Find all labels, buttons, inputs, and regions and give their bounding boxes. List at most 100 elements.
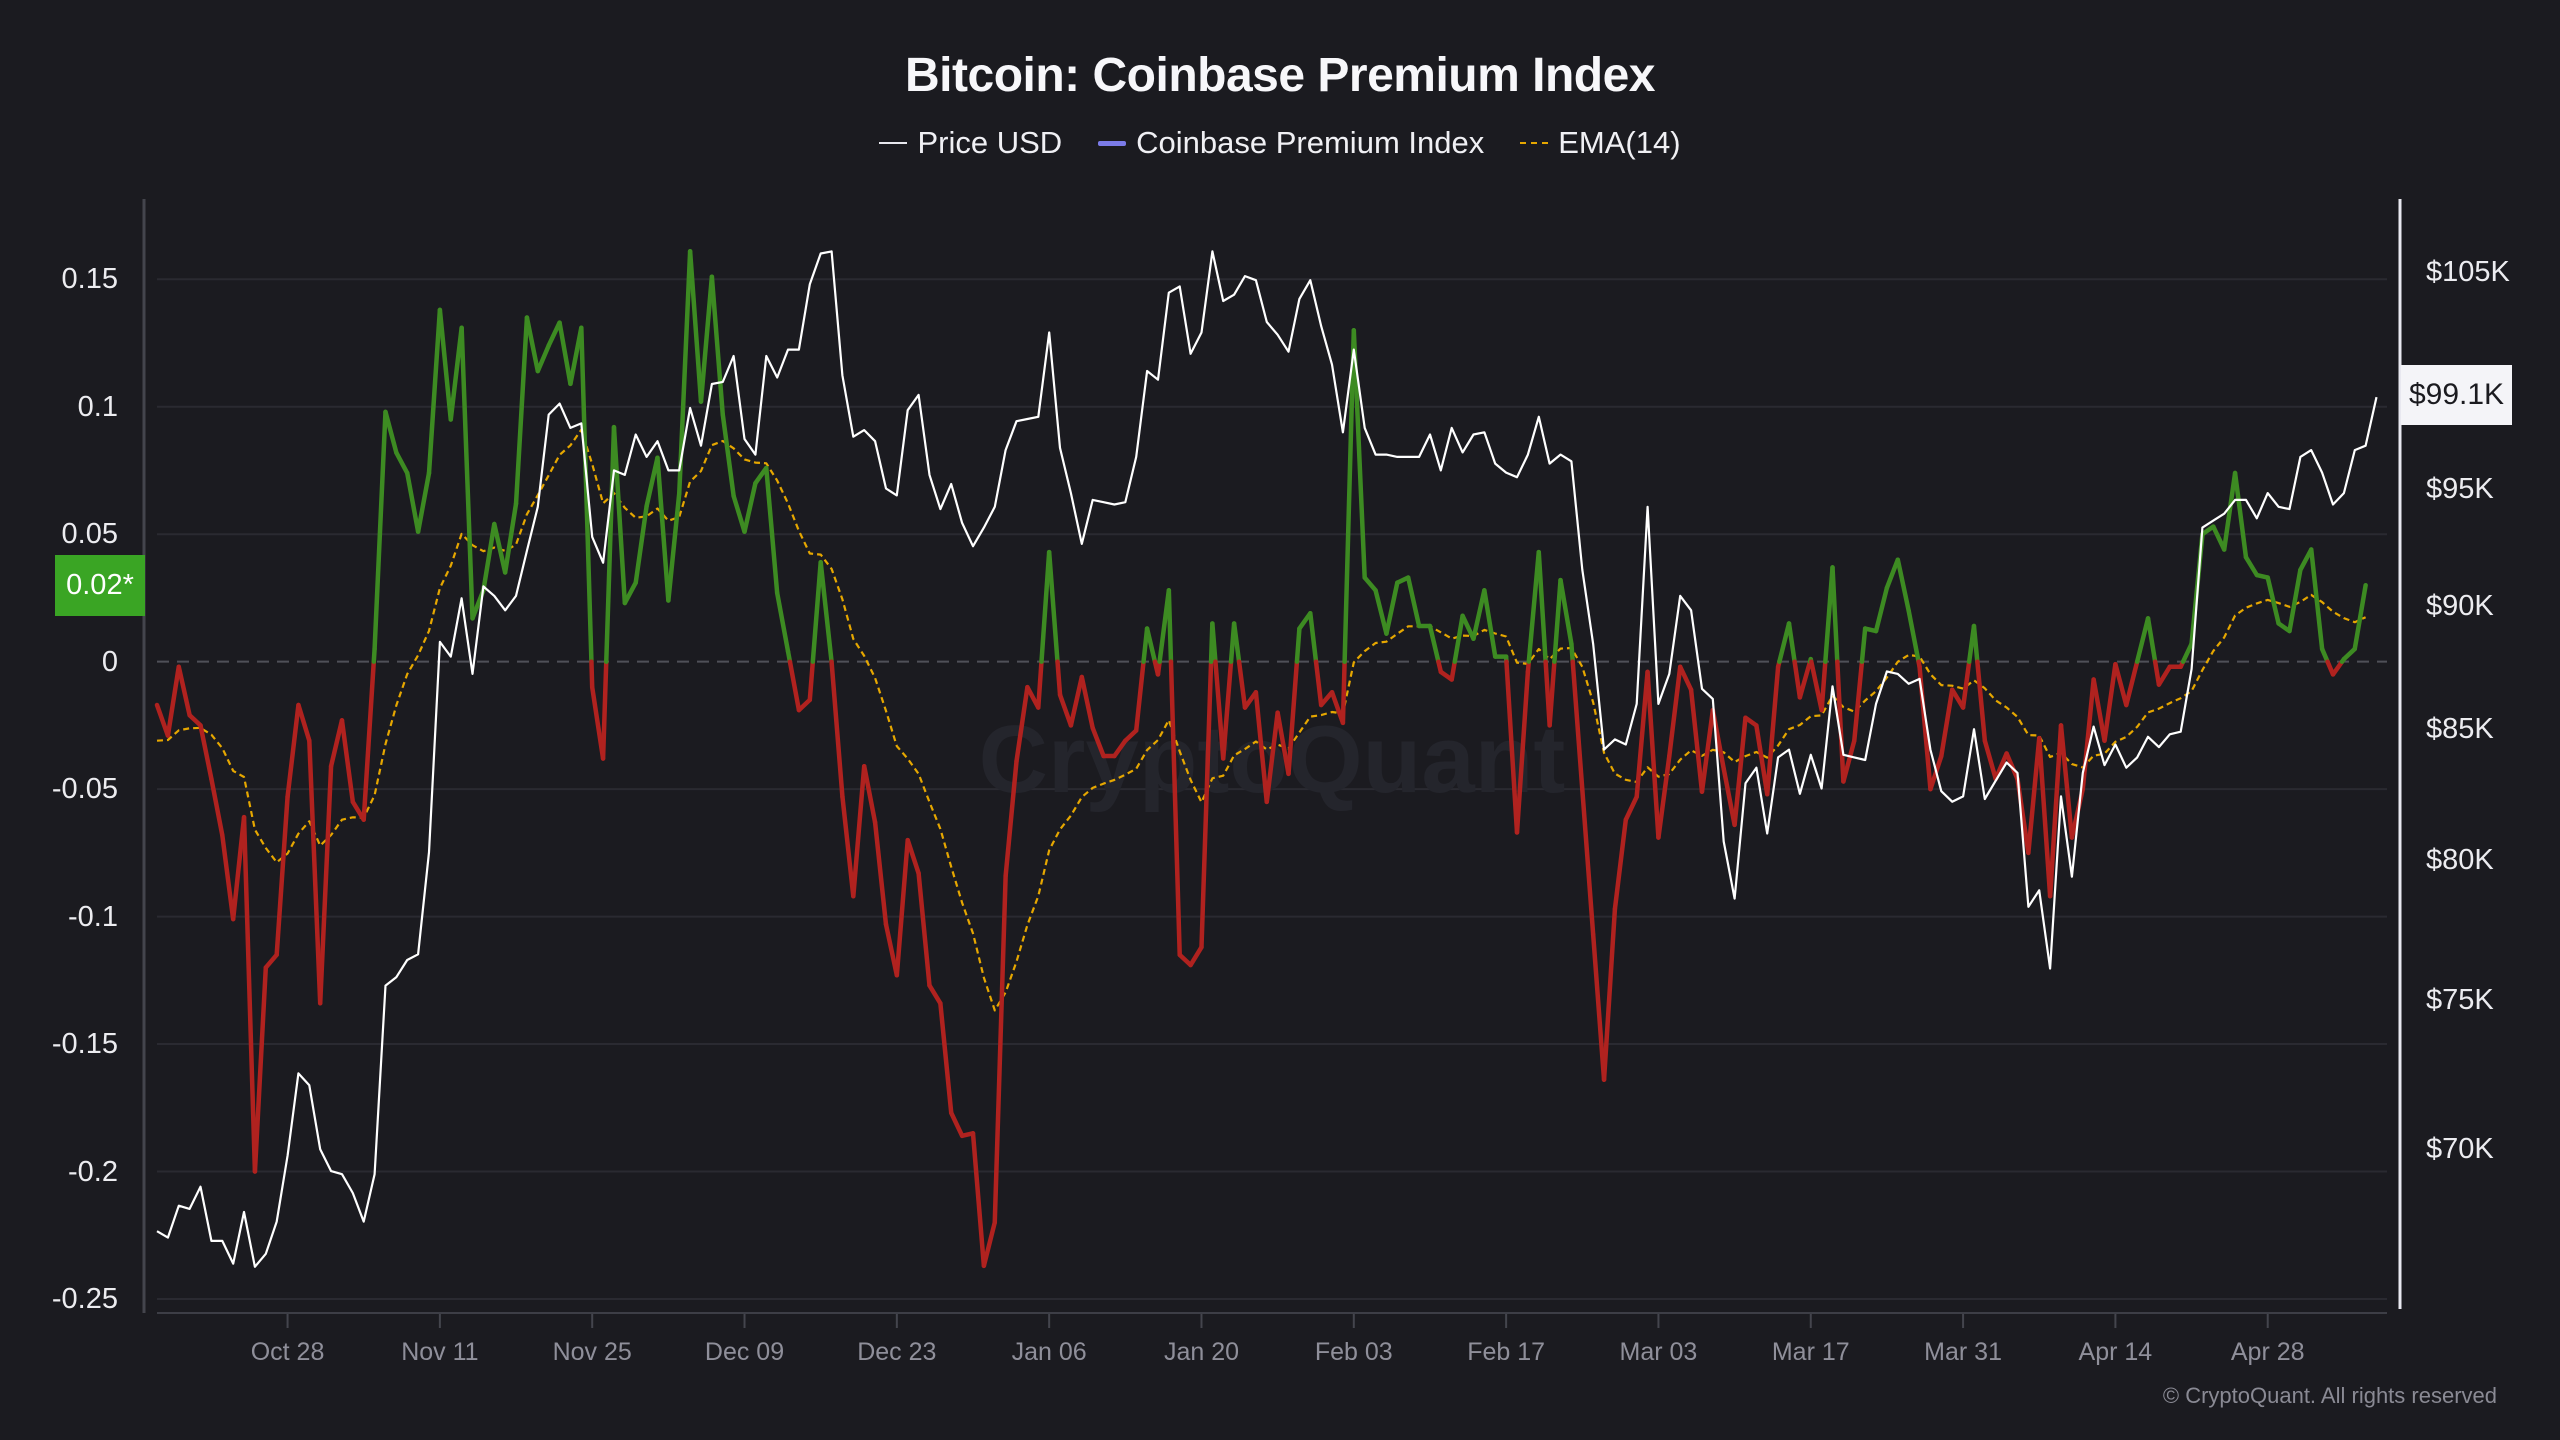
cpi-segment	[1264, 710, 1280, 805]
x-axis-tick-label: Mar 17	[1771, 1338, 1850, 1366]
cpi-segment	[774, 590, 791, 654]
cpi-segment	[1786, 621, 1797, 664]
cpi-segment	[437, 307, 454, 422]
x-axis-tick-label: Mar 31	[1924, 1338, 2002, 1366]
cpi-segment	[2243, 554, 2260, 578]
cpi-segment	[764, 465, 780, 596]
left-axis-tick-label: -0.25	[51, 1282, 118, 1315]
legend-item-ema[interactable]: EMA(14)	[1520, 124, 1681, 162]
cpi-segment	[1471, 588, 1487, 641]
cpi-segment	[448, 325, 464, 422]
cpi-segment	[905, 837, 921, 876]
cpi-segment	[1819, 659, 1828, 713]
cpi-segment	[339, 718, 356, 805]
cpi-segment	[1570, 659, 1585, 792]
cpi-segment	[2319, 646, 2330, 664]
x-axis-tick-label: Nov 11	[401, 1338, 479, 1366]
cpi-segment	[2287, 567, 2303, 634]
cpi-segment	[970, 1131, 987, 1269]
cpi-segment	[2058, 723, 2075, 840]
cpi-segment	[2221, 470, 2238, 552]
legend-item-cpi[interactable]: Coinbase Premium Index	[1098, 124, 1484, 162]
cpi-segment	[502, 501, 519, 575]
cpi-segment	[1835, 659, 1846, 784]
cpi-segment	[546, 320, 562, 348]
cpi-segment	[2102, 661, 2118, 743]
cpi-segment	[2047, 723, 2064, 899]
cpi-segment	[1873, 585, 1890, 634]
cpi-segment	[807, 659, 816, 703]
cpi-segment	[1667, 664, 1683, 759]
cpi-segment	[666, 491, 682, 603]
cpi-segment	[1623, 794, 1639, 822]
cpi-segment	[1580, 786, 1596, 937]
cpi-segment	[426, 307, 443, 476]
cpi-segment	[230, 814, 247, 922]
cpi-segment	[1558, 577, 1574, 647]
cpi-segment	[1236, 659, 1248, 710]
ema-dashed-swatch-icon	[1520, 142, 1549, 144]
cpi-segment	[1884, 557, 1901, 591]
right-axis-tick-label: $90K	[2426, 589, 2494, 622]
cpi-segment	[938, 1001, 954, 1116]
cpi-segment	[1055, 659, 1063, 698]
price-line	[156, 250, 2378, 1268]
cpi-segment	[1003, 758, 1019, 879]
cpi-segment	[1039, 549, 1052, 664]
cpi-segment	[1960, 659, 1972, 710]
cpi-segment	[1975, 659, 1988, 743]
cpi-segment	[1112, 738, 1128, 759]
cpi-segment	[328, 718, 345, 769]
cpi-segment	[1079, 674, 1095, 731]
left-axis-tick-label: 0.1	[77, 390, 118, 423]
cpi-segment	[840, 794, 856, 899]
cpi-segment	[1634, 669, 1650, 800]
cpi-segment	[1090, 725, 1106, 759]
cpi-segment	[1275, 710, 1291, 777]
right-axis-tick-label: $70K	[2426, 1133, 2494, 1166]
cpi-segment	[220, 832, 236, 922]
cpi-segment	[481, 521, 497, 593]
cpi-segment	[1318, 690, 1335, 708]
cpi-segment	[2156, 664, 2173, 687]
cpi-segment	[883, 921, 900, 978]
right-axis-tick-label: $85K	[2426, 713, 2494, 746]
cpi-segment	[209, 776, 225, 838]
cpi-segment	[1552, 577, 1563, 664]
left-axis-tick-label: -0.05	[51, 773, 118, 806]
cpi-segment	[1754, 723, 1770, 797]
cpi-segment	[1373, 588, 1389, 636]
cpi-segment	[1014, 684, 1030, 764]
price-last-value-marker: $99.1K	[2401, 365, 2512, 426]
right-axis-tick-label: $80K	[2426, 844, 2494, 877]
cpi-segment	[1569, 641, 1575, 664]
cpi-segment	[633, 503, 649, 585]
cpi-segment	[2036, 735, 2053, 899]
cpi-segment	[1677, 664, 1694, 692]
cpi-segment	[241, 814, 258, 1174]
cpi-segment	[1427, 623, 1441, 664]
cpi-segment	[1046, 549, 1060, 664]
cpi-segment	[459, 325, 475, 621]
left-axis-tick-label: -0.15	[51, 1028, 118, 1061]
cpi-segment	[1057, 692, 1074, 728]
cpi-segment	[274, 794, 290, 958]
gridlines	[157, 278, 2387, 1300]
legend-label-ema: EMA(14)	[1558, 125, 1681, 160]
left-axis-tick-label: -0.1	[68, 900, 118, 933]
legend-item-price[interactable]: Price USD	[879, 124, 1062, 162]
cpi-segment	[1166, 588, 1174, 664]
cpi-segment	[2180, 641, 2194, 664]
cpi-line-swatch-icon	[1098, 140, 1127, 146]
left-axis-tick-label: 0.15	[61, 263, 118, 296]
chart-title: Bitcoin: Coinbase Premium Index	[905, 49, 1655, 102]
cpi-segment	[1764, 664, 1781, 797]
cpi-segment	[154, 702, 171, 738]
cpi-segment	[818, 560, 834, 664]
cpi-series	[154, 249, 2368, 1269]
cpi-segment	[1699, 707, 1716, 794]
cpi-segment	[810, 560, 823, 664]
cpi-segment	[1971, 623, 1980, 664]
cpi-segment	[1547, 659, 1557, 728]
cpi-segment	[1384, 580, 1400, 636]
